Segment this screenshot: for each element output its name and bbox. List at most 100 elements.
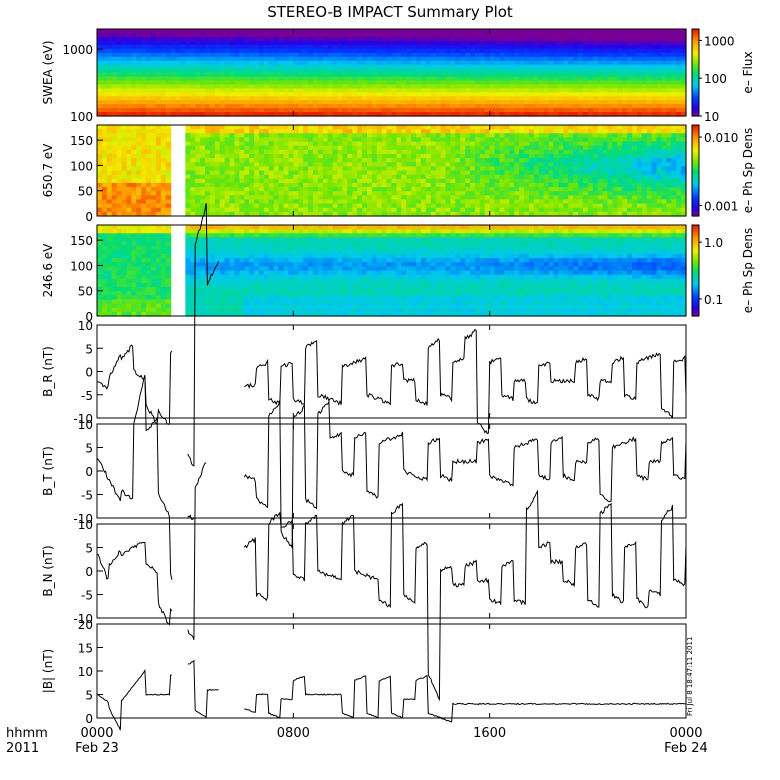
heatmap-cell — [249, 108, 255, 113]
heatmap-cell — [268, 40, 275, 46]
heatmap-cell — [312, 80, 319, 85]
heatmap-cell — [366, 104, 373, 109]
heatmap-cell — [317, 104, 324, 109]
heatmap-cell — [411, 178, 417, 184]
heatmap-cell — [597, 149, 604, 155]
heatmap-cell — [268, 166, 275, 172]
heatmap-cell — [332, 32, 339, 38]
heatmap-cell — [342, 153, 348, 159]
heatmap-cell — [303, 137, 309, 143]
colorbar-segment — [692, 107, 699, 111]
heatmap-cell — [391, 211, 398, 217]
heatmap-cell — [239, 44, 245, 50]
heatmap-cell — [283, 158, 290, 163]
heatmap-cell — [209, 207, 216, 213]
heatmap-cell — [273, 108, 280, 113]
heatmap-cell — [558, 60, 564, 66]
heatmap-cell — [263, 88, 270, 93]
heatmap-cell — [578, 158, 584, 163]
heatmap-cell — [97, 178, 103, 184]
heatmap-cell — [136, 133, 142, 139]
heatmap-cell — [396, 129, 402, 134]
heatmap-cell — [185, 84, 191, 89]
heatmap-cell — [347, 44, 353, 50]
heatmap-cell — [504, 170, 510, 176]
heatmap-cell — [371, 40, 378, 46]
heatmap-cell — [519, 145, 525, 151]
heatmap-cell — [592, 104, 599, 109]
heatmap-cell — [676, 76, 682, 81]
heatmap-cell — [455, 112, 461, 117]
heatmap-cell — [528, 195, 535, 201]
heatmap-cell — [298, 72, 304, 78]
heatmap-cell — [460, 125, 466, 130]
heatmap-cell — [116, 178, 123, 184]
heatmap-cell — [396, 158, 402, 163]
heatmap-cell — [578, 145, 584, 151]
heatmap-cell — [460, 199, 466, 205]
heatmap-cell — [141, 92, 147, 97]
heatmap-cell — [514, 145, 520, 151]
heatmap-cell — [376, 48, 383, 54]
heatmap-cell — [563, 137, 569, 143]
heatmap-cell — [254, 178, 260, 184]
heatmap-cell — [278, 44, 285, 50]
heatmap-cell — [209, 149, 216, 155]
heatmap-cell — [244, 36, 250, 42]
heatmap-cell — [155, 162, 162, 167]
heatmap-cell — [362, 104, 368, 109]
heatmap-cell — [636, 76, 643, 81]
heatmap-cell — [180, 56, 186, 62]
heatmap-cell — [111, 76, 118, 81]
heatmap-cell — [563, 166, 569, 172]
heatmap-cell — [244, 60, 250, 66]
heatmap-cell — [150, 96, 157, 101]
heatmap-cell — [386, 96, 393, 101]
heatmap-cell — [558, 40, 564, 46]
heatmap-cell — [332, 76, 339, 81]
heatmap-cell — [460, 80, 466, 85]
heatmap-cell — [293, 60, 299, 66]
heatmap-cell — [136, 170, 142, 176]
heatmap-cell — [322, 56, 329, 62]
heatmap-cell — [317, 56, 324, 62]
heatmap-cell — [460, 166, 466, 172]
heatmap-cell — [298, 211, 304, 217]
heatmap-cell — [484, 145, 491, 151]
heatmap-cell — [440, 211, 447, 217]
heatmap-cell — [582, 68, 589, 74]
heatmap-cell — [303, 182, 309, 188]
heatmap-cell — [563, 182, 569, 188]
heatmap-cell — [656, 84, 663, 89]
heatmap-cell — [342, 125, 348, 130]
heatmap-cell — [150, 170, 157, 176]
heatmap-cell — [519, 80, 525, 85]
heatmap-cell — [651, 29, 658, 34]
heatmap-cell — [239, 29, 245, 34]
heatmap-cell — [273, 56, 280, 62]
heatmap-cell — [489, 149, 496, 155]
heatmap-cell — [111, 40, 118, 46]
heatmap-cell — [494, 145, 501, 151]
heatmap-cell — [671, 52, 677, 58]
heatmap-cell — [499, 174, 505, 180]
heatmap-cell — [200, 44, 206, 50]
heatmap-cell — [106, 174, 113, 180]
heatmap-cell — [141, 174, 147, 180]
panel-frame — [96, 28, 687, 117]
heatmap-cell — [460, 96, 466, 101]
heatmap-cell — [563, 178, 569, 184]
heatmap-cell — [597, 137, 604, 143]
heatmap-cell — [381, 60, 388, 66]
heatmap-cell — [636, 112, 643, 117]
heatmap-cell — [312, 191, 319, 196]
heatmap-cell — [617, 29, 623, 34]
heatmap-cell — [342, 29, 348, 34]
heatmap-cell — [386, 129, 393, 134]
heatmap-cell — [578, 125, 584, 130]
heatmap-cell — [587, 52, 594, 58]
heatmap-cell — [391, 76, 398, 81]
heatmap-cell — [101, 153, 108, 159]
heatmap-cell — [224, 211, 231, 217]
heatmap-cell — [440, 32, 447, 38]
